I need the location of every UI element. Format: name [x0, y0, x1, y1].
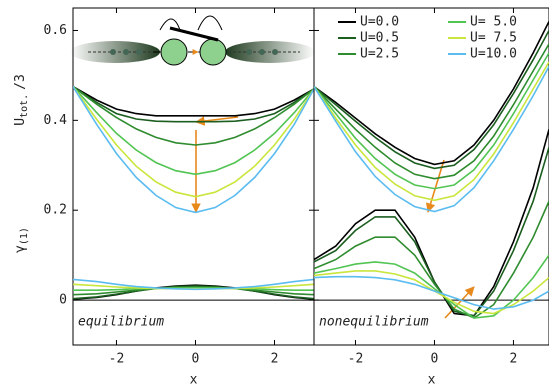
energy-line	[314, 30, 549, 170]
gamma-label: γ(1)	[13, 227, 31, 253]
legend-label: U= 5.0	[470, 15, 517, 30]
plot-area	[73, 85, 314, 300]
y-label: Utot./3	[13, 74, 31, 126]
legend-label: U=0.0	[360, 15, 399, 30]
legend-label: U=10.0	[470, 47, 517, 62]
energy-line	[314, 61, 549, 202]
panel-annotation: equilibrium	[78, 315, 164, 330]
legend-label: U= 7.5	[470, 31, 517, 46]
x-label: x	[190, 373, 198, 388]
axes-frame	[313, 7, 549, 346]
gamma-line	[314, 254, 549, 319]
arrows	[191, 116, 475, 319]
x-tick-label: 0	[431, 352, 439, 367]
y-tick-label: 0.6	[44, 23, 67, 38]
gamma-line	[314, 129, 549, 317]
y-tick-label: 0.2	[44, 203, 67, 218]
x-tick-label: -2	[109, 352, 125, 367]
energy-line	[314, 21, 549, 166]
energy-line	[314, 52, 549, 190]
x-tick-label: 2	[510, 352, 518, 367]
energy-line	[73, 86, 314, 176]
gamma-line	[73, 278, 314, 291]
energy-line	[73, 85, 314, 117]
gamma-line	[314, 147, 549, 317]
x-tick-label: 2	[271, 352, 279, 367]
energy-line	[73, 85, 314, 146]
legend: U=0.0U=0.5U=2.5 U= 5.0U= 7.5U=10.0	[338, 15, 517, 62]
legend-label: U=0.5	[360, 31, 399, 46]
panel-annotation: nonequilibrium	[319, 315, 429, 330]
gamma-line	[73, 286, 314, 296]
legend-label: U=2.5	[360, 47, 399, 62]
x-tick-label: 0	[192, 352, 200, 367]
energy-line	[314, 43, 549, 180]
x-tick-label: -2	[348, 352, 364, 367]
gamma-line	[73, 287, 314, 291]
y-tick-label: 0	[59, 293, 67, 308]
gamma-line	[73, 285, 314, 300]
x-label: x	[428, 373, 436, 388]
gamma-line	[314, 275, 549, 310]
gamma-line	[314, 200, 549, 319]
energy-line	[73, 86, 314, 198]
energy-line	[73, 86, 314, 214]
energy-line	[73, 85, 314, 123]
inset-diagram	[70, 15, 315, 66]
y-tick-label: 0.4	[44, 113, 68, 128]
energy-line	[314, 66, 549, 213]
plot-area	[314, 21, 549, 319]
